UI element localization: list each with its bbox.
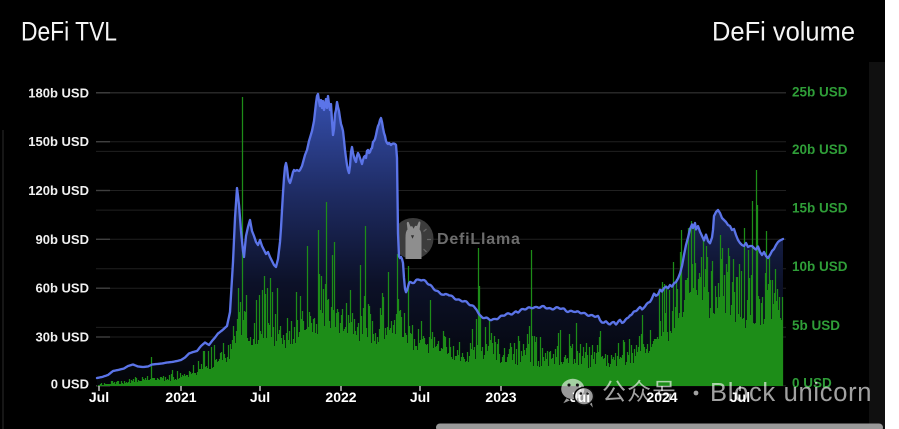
svg-text:20b USD: 20b USD [792, 142, 848, 157]
svg-text:120b USD: 120b USD [28, 183, 89, 198]
svg-text:DeFi volume: DeFi volume [712, 17, 855, 47]
svg-text:2021: 2021 [165, 389, 196, 405]
svg-text:10b USD: 10b USD [792, 259, 848, 274]
svg-text:2024: 2024 [646, 389, 677, 405]
svg-text:2022: 2022 [325, 389, 356, 405]
svg-text:Jul: Jul [410, 389, 430, 405]
svg-text:2023: 2023 [485, 389, 516, 405]
svg-text:Jul: Jul [89, 389, 109, 405]
svg-text:90b USD: 90b USD [36, 232, 89, 247]
svg-text:DeFi TVL: DeFi TVL [21, 17, 117, 47]
svg-text:150b USD: 150b USD [28, 134, 89, 149]
svg-text:Block unicorn: Block unicorn [710, 379, 872, 407]
svg-text:DefiLlama: DefiLlama [437, 231, 521, 248]
svg-text:180b USD: 180b USD [28, 85, 89, 100]
svg-text:Jul: Jul [250, 389, 270, 405]
svg-text:15b USD: 15b USD [792, 201, 848, 216]
svg-text:0 USD: 0 USD [792, 376, 832, 391]
svg-text:30b USD: 30b USD [36, 330, 89, 345]
svg-text:0 USD: 0 USD [51, 376, 89, 391]
svg-text:25b USD: 25b USD [792, 84, 848, 99]
svg-text:5b USD: 5b USD [792, 318, 840, 333]
svg-text:60b USD: 60b USD [36, 281, 89, 296]
svg-text:Jul: Jul [730, 389, 750, 405]
